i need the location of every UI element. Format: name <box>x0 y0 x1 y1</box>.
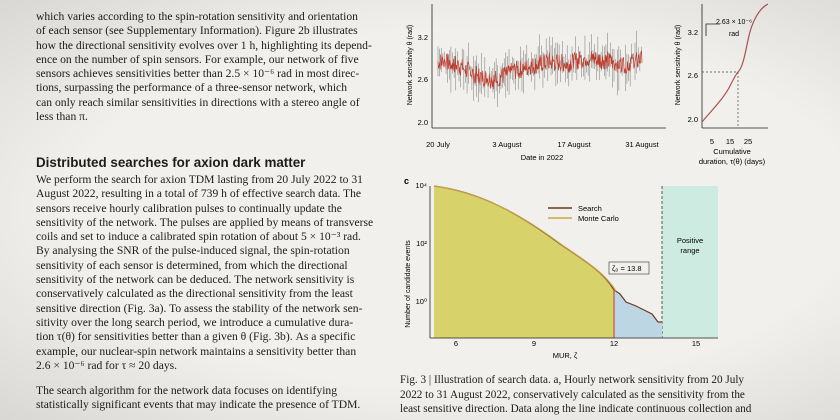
x-axis-label: Cumulative <box>713 147 751 156</box>
y-axis-label: Number of candidate events <box>405 240 412 328</box>
text-line: 2.6 × 10⁻⁶ rad for τ ≈ 20 days. <box>36 358 178 372</box>
text-line: sensitivity of the network can be deduce… <box>36 273 355 287</box>
y-tick-label: 10⁴ <box>415 181 427 190</box>
threshold-label: ζ₀ = 13.8 <box>612 264 642 273</box>
caption-line: 2022 to 31 August 2022, conservatively c… <box>400 388 745 401</box>
text-line: tions, surpassing the performance of a t… <box>36 81 348 95</box>
threshold-label-box <box>608 261 650 275</box>
paragraph-1: which varies according to the spin-rotat… <box>36 10 372 124</box>
x-tick-label: 25 <box>744 137 752 146</box>
annotation-unit: rad <box>729 31 739 38</box>
text-line: ence on the number of spin sensors. For … <box>36 52 359 66</box>
panel-label-c: c <box>404 176 409 186</box>
x-axis-label: MUR, ζ <box>553 351 578 360</box>
text-line: sensitive direction (Fig. 3a). To assess… <box>36 301 363 315</box>
text-line: sensors achieves sensitivities better th… <box>36 67 360 81</box>
x-tick-label: 31 August <box>625 140 659 149</box>
text-line: We perform the search for axion TDM last… <box>36 173 363 186</box>
y-tick-label: 10² <box>416 239 427 248</box>
y-tick-label: 10⁰ <box>416 297 427 306</box>
x-tick-label: 9 <box>532 339 536 348</box>
x-tick-label: 15 <box>692 339 700 348</box>
y-tick-label: 2.6 <box>688 71 698 80</box>
x-tick-label: 17 August <box>557 140 591 149</box>
text-line: which varies according to the spin-rotat… <box>36 10 358 23</box>
text-line: example, our nuclear-spin network mainta… <box>36 344 357 358</box>
monte-carlo-line <box>433 185 617 292</box>
text-line: By analysing the SNR of the pulse-induce… <box>36 244 350 258</box>
legend-label-monte-carlo: Monte Carlo <box>578 214 619 223</box>
y-axis-label: Network sensitivity θ (rad) <box>407 25 414 106</box>
figure-panel-a: Network sensitivity θ (rad) 2.0 2.6 3.2 … <box>407 4 666 162</box>
y-tick-label: 3.2 <box>688 28 698 37</box>
x-tick-label: 5 <box>710 137 714 146</box>
figure-panel-c: c Number of candidate events Search Mont… <box>404 176 718 360</box>
y-axis-label: Network sensitivity θ (rad) <box>675 25 682 106</box>
x-tick-label: 15 <box>726 137 734 146</box>
paragraph-3: The search algorithm for the network dat… <box>36 384 360 413</box>
text-line: can only reach similar sensitivities in … <box>36 95 360 109</box>
positive-range-area <box>662 186 718 338</box>
paragraph-2: We perform the search for axion TDM last… <box>36 173 373 373</box>
x-tick-label: 6 <box>454 339 458 348</box>
text-line: how the directional sensitivity evolves … <box>36 38 372 52</box>
text-line: sensitivity of each sensor is determined… <box>36 258 348 272</box>
text-line: of each sensor (see Supplementary Inform… <box>36 24 358 38</box>
text-line: statistically significant events that ma… <box>36 398 361 412</box>
y-tick-label: 3.2 <box>418 33 428 42</box>
text-line: sensitivity of the network. The pulses a… <box>36 215 374 229</box>
x-axis-label: duration, τ(θ) (days) <box>699 157 766 166</box>
x-tick-label: 20 July <box>426 140 450 149</box>
annotation-value: 2.63 × 10⁻⁶ <box>716 19 752 26</box>
sensitivity-line <box>437 50 643 90</box>
positive-range-label: range <box>680 246 699 255</box>
text-line: August 2022, resulting in a total of 739… <box>36 187 362 201</box>
caption-line: Fig. 3 | Illustration of search data. a,… <box>400 374 745 386</box>
section-heading: Distributed searches for axion dark matt… <box>36 155 306 170</box>
figure-panel-b: Network sensitivity θ (rad) 2.0 2.6 3.2 … <box>675 3 769 166</box>
text-line: sitivity over the long search period, we… <box>36 315 354 329</box>
y-tick-label: 2.0 <box>418 118 428 127</box>
x-axis-label: Date in 2022 <box>521 153 564 162</box>
tail-fill-area <box>614 290 662 338</box>
text-line: sensors receive hourly calibration pulse… <box>36 201 342 215</box>
figure-caption: Fig. 3 | Illustration of search data. a,… <box>400 373 830 417</box>
y-tick-label: 2.6 <box>418 75 428 84</box>
text-line: conservatively calculated as the directi… <box>36 287 353 301</box>
search-fill-area <box>434 186 614 338</box>
text-line: tion τ(θ) for sensitivities better than … <box>36 330 356 344</box>
text-line: less than π. <box>36 110 88 124</box>
sensitivity-series <box>437 30 643 107</box>
x-tick-label: 12 <box>610 339 618 348</box>
legend-label-search: Search <box>578 204 602 213</box>
y-tick-label: 2.0 <box>688 115 698 124</box>
x-tick-label: 3 August <box>492 140 522 149</box>
positive-range-label: Positive <box>677 236 703 245</box>
annotation-arrow <box>705 23 720 36</box>
text-line: coils and set to induce a calibrated spi… <box>36 230 361 244</box>
caption-line: least sensitive direction. Data along th… <box>400 403 752 416</box>
text-line: The search algorithm for the network dat… <box>36 384 338 397</box>
